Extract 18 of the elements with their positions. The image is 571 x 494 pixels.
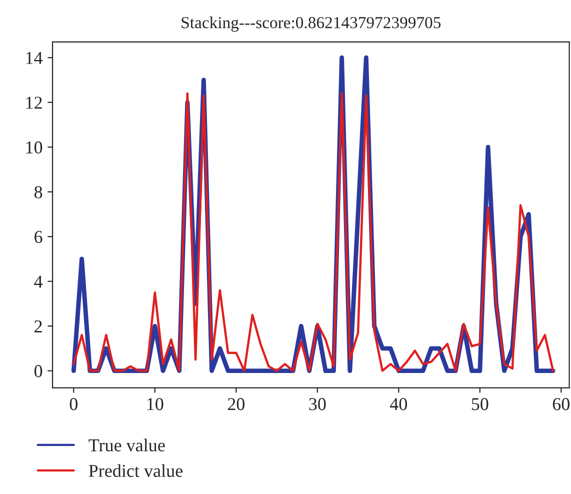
legend-label: Predict value: [88, 464, 182, 477]
y-tick-label: 2: [34, 320, 42, 332]
chart-title: Stacking---score:0.8621437972399705: [182, 16, 441, 32]
y-tick-label: 10: [26, 141, 42, 154]
legend-label: True value: [88, 438, 165, 452]
x-tick-label: 10: [147, 398, 164, 410]
y-tick-label: 0: [34, 365, 42, 378]
y-tick-label: 14: [26, 52, 43, 64]
y-tick-label: 12: [26, 96, 42, 109]
x-tick-label: 40: [390, 398, 407, 410]
x-tick-label: 60: [552, 398, 570, 410]
y-tick-label: 4: [34, 276, 43, 288]
y-tick-label: 6: [34, 230, 42, 244]
y-tick-label: 8: [34, 186, 42, 198]
x-tick-label: 30: [309, 398, 326, 410]
x-tick-label: 50: [472, 398, 488, 410]
x-tick-label: 20: [228, 398, 244, 410]
x-tick-label: 0: [70, 398, 78, 410]
